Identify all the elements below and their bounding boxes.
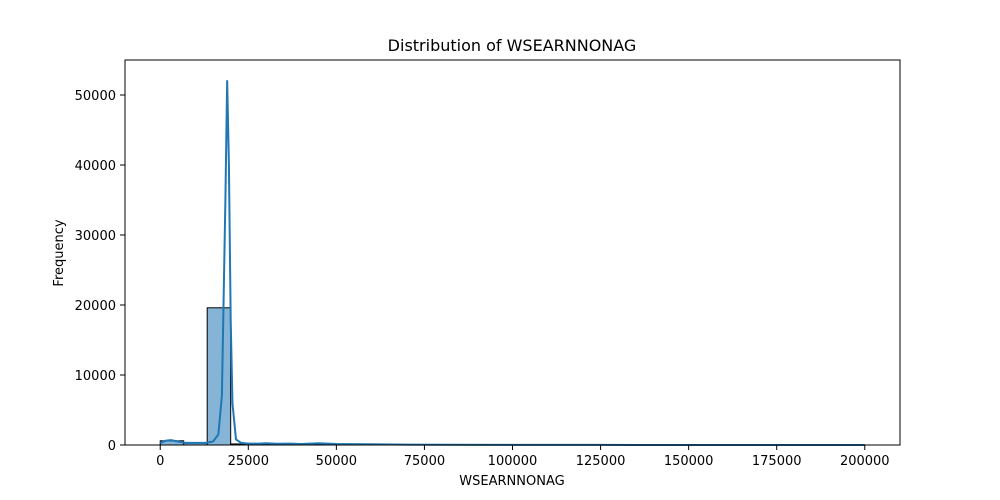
y-axis-ticks: 0 10000 20000 30000 40000 50000 [75,89,125,454]
x-tick-label: 50000 [316,454,357,469]
x-tick-label: 100000 [488,454,538,469]
y-axis-label: Frequency [52,219,67,286]
x-tick-label: 0 [156,454,164,469]
x-tick-label: 150000 [664,454,714,469]
y-tick-label: 0 [108,439,116,454]
x-tick-label: 200000 [840,454,890,469]
chart-title: Distribution of WSEARNNONAG [388,36,637,55]
y-tick-label: 10000 [75,369,116,384]
y-tick-label: 30000 [75,229,116,244]
plot-frame [124,59,901,446]
x-tick-label: 25000 [228,454,269,469]
y-tick-label: 40000 [75,159,116,174]
y-tick-label: 20000 [75,299,116,314]
x-axis-ticks: 0 25000 50000 75000 100000 125000 150000 175000… [156,445,890,469]
x-axis-label: WSEARNNONAG [459,474,564,489]
x-tick-label: 75000 [404,454,445,469]
y-tick-label: 50000 [75,89,116,104]
x-tick-label: 125000 [576,454,626,469]
x-tick-label: 175000 [752,454,802,469]
